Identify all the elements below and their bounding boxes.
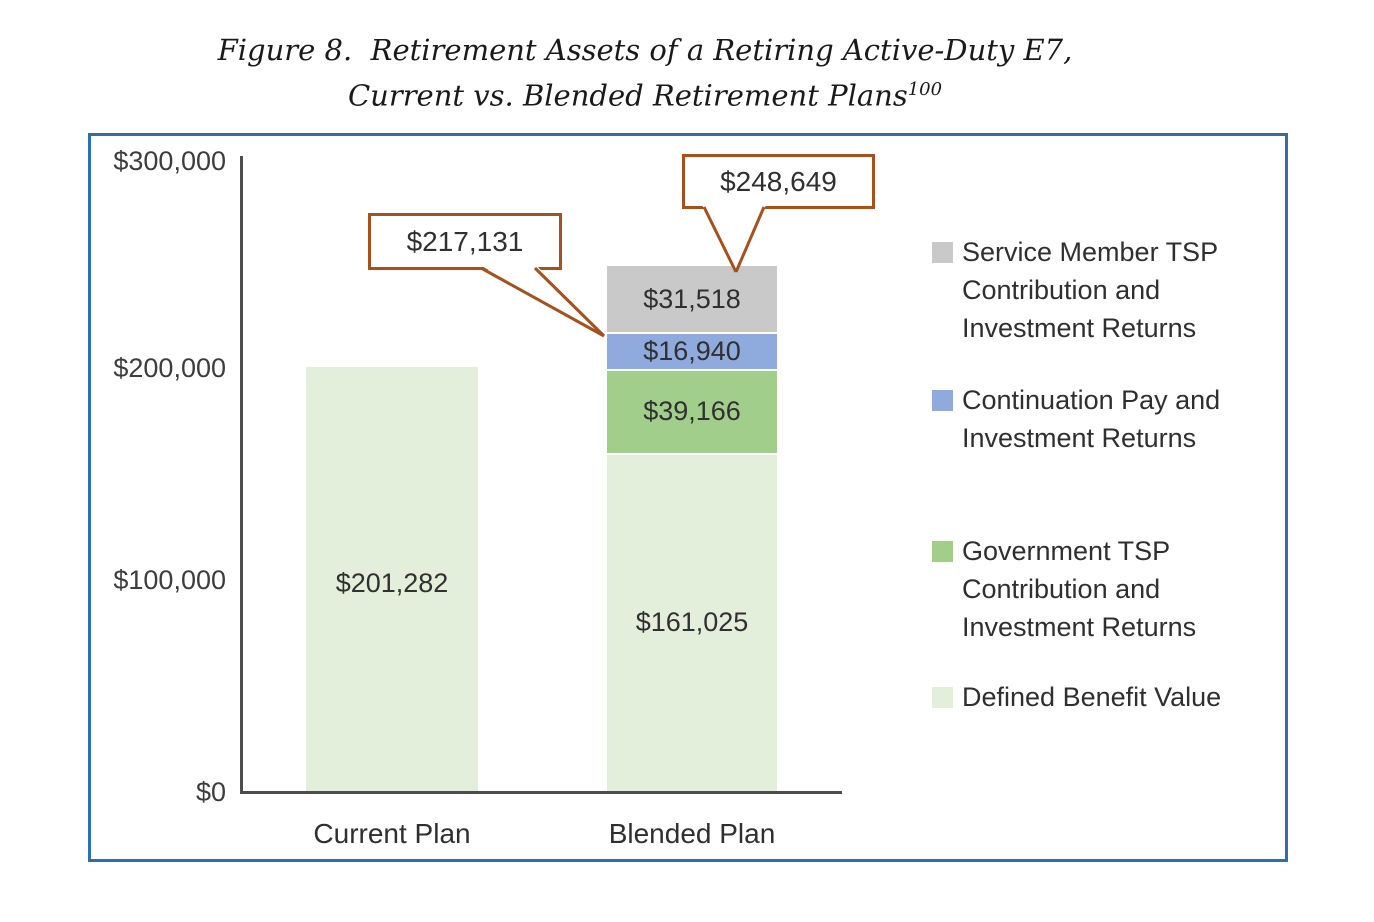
label-current-defined-benefit: $201,282 xyxy=(335,568,449,598)
legend-line: Contribution and xyxy=(962,574,1161,604)
legend-text-government-tsp: Government TSP Contribution and Investme… xyxy=(962,532,1196,646)
figure-title-line1: Figure 8. Retirement Assets of a Retirin… xyxy=(217,33,1073,67)
figure-title-line2: Current vs. Blended Retirement Plans100 xyxy=(0,70,1290,116)
callout-total-box: $248,649 xyxy=(682,154,875,209)
y-tick-0: $0 xyxy=(195,777,226,807)
figure-title-line2-text: Current vs. Blended Retirement Plans xyxy=(347,78,908,113)
legend-text-continuation-pay: Continuation Pay and Investment Returns xyxy=(962,381,1220,457)
legend-line: Defined Benefit Value xyxy=(962,682,1222,712)
legend-line: Contribution and xyxy=(962,275,1161,305)
legend-swatch-defined-benefit xyxy=(932,687,953,708)
legend-swatch-continuation-pay xyxy=(932,390,953,411)
legend-text-service-member-tsp: Service Member TSP Contribution and Inve… xyxy=(962,233,1218,347)
figure-title: Figure 8. Retirement Assets of a Retirin… xyxy=(0,30,1290,116)
y-tick-100000: $100,000 xyxy=(113,565,226,595)
footnote-marker: 100 xyxy=(907,79,943,100)
legend-line: Service Member TSP xyxy=(962,237,1219,267)
x-label-blended-plan: Blended Plan xyxy=(608,818,776,849)
legend-line: Investment Returns xyxy=(962,612,1197,642)
legend-item-service-member-tsp: Service Member TSP Contribution and Inve… xyxy=(932,233,1218,347)
x-label-current-plan: Current Plan xyxy=(313,818,471,849)
bar-blended-government-tsp xyxy=(607,369,777,453)
label-blended-government-tsp: $39,166 xyxy=(643,396,741,426)
x-axis-line xyxy=(240,791,842,794)
y-tick-300000: $300,000 xyxy=(113,146,226,176)
legend-item-government-tsp: Government TSP Contribution and Investme… xyxy=(932,532,1196,646)
label-blended-continuation-pay: $16,940 xyxy=(643,336,741,366)
label-blended-service-member-tsp: $31,518 xyxy=(643,284,741,314)
legend-text-defined-benefit: Defined Benefit Value xyxy=(962,678,1221,716)
legend-line: Investment Returns xyxy=(962,423,1197,453)
legend-line: Continuation Pay and xyxy=(962,385,1221,415)
legend-swatch-service-member-tsp xyxy=(932,242,953,263)
label-blended-defined-benefit: $161,025 xyxy=(635,607,749,637)
y-axis-line xyxy=(240,156,243,794)
bar-blended-defined-benefit xyxy=(607,453,777,791)
y-tick-200000: $200,000 xyxy=(113,353,226,383)
legend-line: Investment Returns xyxy=(962,313,1197,343)
callout-subtotal-value: $217,131 xyxy=(406,225,524,257)
bar-current-defined-benefit xyxy=(306,367,478,791)
legend-item-defined-benefit: Defined Benefit Value xyxy=(932,678,1221,716)
legend-item-continuation-pay: Continuation Pay and Investment Returns xyxy=(932,381,1220,457)
legend-line: Government TSP xyxy=(962,536,1171,566)
bar-blended-service-member-tsp xyxy=(607,266,777,332)
bar-blended-continuation-pay xyxy=(607,332,777,369)
legend-swatch-government-tsp xyxy=(932,541,953,562)
callout-subtotal-box: $217,131 xyxy=(368,213,562,270)
callout-total-value: $248,649 xyxy=(720,165,837,197)
